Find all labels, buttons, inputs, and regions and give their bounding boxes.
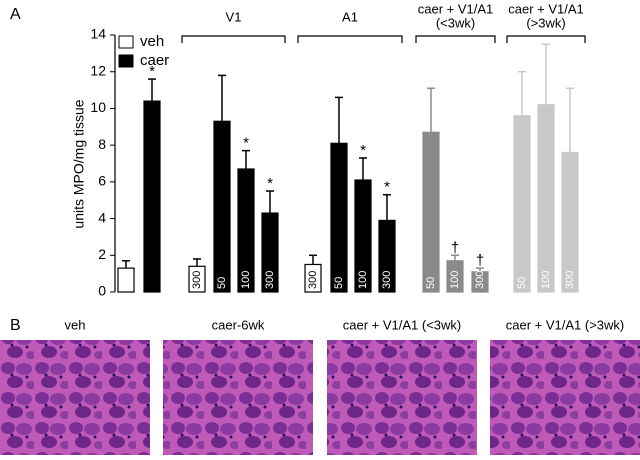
y-tick-label: 0 <box>98 283 106 299</box>
bar-label: 50 <box>516 277 528 289</box>
significance-mark: † <box>451 239 459 256</box>
group-bracket <box>415 35 496 43</box>
bar-label: 100 <box>240 271 252 289</box>
bar <box>537 104 555 293</box>
y-tick-label: 6 <box>98 173 106 189</box>
histology-image <box>163 340 313 455</box>
y-tick-label: 14 <box>90 26 106 42</box>
bar <box>378 219 396 293</box>
bar-label: 300 <box>264 271 276 289</box>
bar <box>330 142 348 293</box>
group-bracket <box>181 35 286 43</box>
group-label: V1 <box>226 9 242 24</box>
significance-mark: * <box>384 179 390 196</box>
bar-label: 100 <box>357 271 369 289</box>
bar <box>261 212 279 293</box>
significance-mark: * <box>243 135 249 152</box>
bar <box>117 267 135 293</box>
group-label: (>3wk) <box>526 15 565 30</box>
bar <box>471 271 489 293</box>
y-tick-label: 12 <box>90 62 106 78</box>
bar-label: 300 <box>307 271 319 289</box>
legend-label: caer <box>140 52 169 69</box>
image-label: caer + V1/A1 (>3wk) <box>506 317 625 332</box>
group-label: caer + V1/A1 <box>418 1 494 16</box>
bar <box>213 120 231 293</box>
y-tick-label: 2 <box>98 246 106 262</box>
bar-label: 50 <box>425 277 437 289</box>
group-bracket <box>506 35 586 43</box>
bar-label: 100 <box>449 271 461 289</box>
bar <box>304 263 322 293</box>
bar-label: 50 <box>333 277 345 289</box>
legend-label: veh <box>140 33 164 50</box>
image-label: caer-6wk <box>212 317 265 332</box>
significance-mark: * <box>149 63 155 80</box>
significance-mark: * <box>267 175 273 192</box>
bar <box>354 179 372 293</box>
bar <box>188 265 206 293</box>
group-label: (<3wk) <box>436 15 475 30</box>
bar <box>446 260 464 293</box>
bar-label: 300 <box>381 271 393 289</box>
bar <box>143 100 161 293</box>
histology-image <box>327 340 477 455</box>
panel-label: B <box>10 317 21 334</box>
legend-swatch <box>118 35 134 49</box>
bar-label: 100 <box>540 271 552 289</box>
y-tick-label: 8 <box>98 136 106 152</box>
bar <box>513 115 531 293</box>
image-label: veh <box>65 317 86 332</box>
group-label: caer + V1/A1 <box>508 1 584 16</box>
y-tick-label: 10 <box>90 99 106 115</box>
legend-swatch <box>118 54 134 68</box>
group-bracket <box>297 35 403 43</box>
bar-label: 300 <box>564 271 576 289</box>
panel-label: A <box>10 6 21 23</box>
histology-image <box>0 340 150 455</box>
bar <box>561 151 579 293</box>
image-label: caer + V1/A1 (<3wk) <box>343 317 462 332</box>
significance-mark: † <box>476 252 484 269</box>
y-axis-label: units MPO/mg tissue <box>71 99 87 228</box>
bar-label: 50 <box>216 277 228 289</box>
histology-image <box>490 340 640 455</box>
bar <box>237 168 255 293</box>
bar <box>422 131 440 293</box>
bar-label: 300 <box>191 271 203 289</box>
significance-mark: * <box>360 142 366 159</box>
group-label: A1 <box>342 9 358 24</box>
bar-label: 300 <box>474 271 486 289</box>
y-tick-label: 4 <box>98 209 106 225</box>
